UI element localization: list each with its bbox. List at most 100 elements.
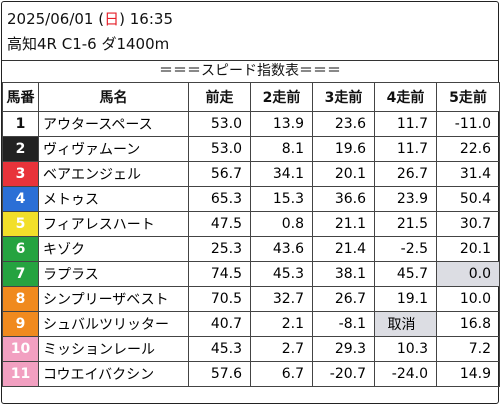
horse-number: 1 bbox=[2, 111, 39, 137]
horse-name: ヴィヴァムーン bbox=[38, 136, 189, 162]
speed-3back: 23.6 bbox=[312, 111, 375, 137]
horse-number: 10 bbox=[2, 336, 39, 362]
speed-3back: -20.7 bbox=[312, 361, 375, 387]
col-header-3back: 3走前 bbox=[312, 82, 375, 112]
horse-name: シンプリーザベスト bbox=[38, 286, 189, 312]
speed-2back: 2.7 bbox=[250, 336, 313, 362]
speed-index-table: 馬番 馬名 前走 2走前 3走前 4走前 5走前 1 アウタースペース 53.0… bbox=[2, 82, 500, 387]
speed-2back: 13.9 bbox=[250, 111, 313, 137]
table-row: 9 シュバルツリッター 40.7 2.1 -8.1 取消 16.8 bbox=[2, 311, 500, 337]
speed-last: 47.5 bbox=[188, 211, 251, 237]
horse-name: メトゥス bbox=[38, 186, 189, 212]
speed-last: 53.0 bbox=[188, 136, 251, 162]
speed-4back: -24.0 bbox=[374, 361, 437, 387]
horse-name: フィアレスハート bbox=[38, 211, 189, 237]
table-header-row: 馬番 馬名 前走 2走前 3走前 4走前 5走前 bbox=[2, 82, 500, 112]
speed-last: 25.3 bbox=[188, 236, 251, 262]
horse-number: 7 bbox=[2, 261, 39, 287]
speed-2back: 2.1 bbox=[250, 311, 313, 337]
horse-number: 9 bbox=[2, 311, 39, 337]
speed-last: 74.5 bbox=[188, 261, 251, 287]
speed-3back: 29.3 bbox=[312, 336, 375, 362]
speed-5back: -11.0 bbox=[436, 111, 500, 137]
speed-5back: 14.9 bbox=[436, 361, 500, 387]
speed-4back: 45.7 bbox=[374, 261, 437, 287]
table-title: ＝＝＝スピード指数表＝＝＝ bbox=[2, 60, 498, 82]
horse-name: キゾク bbox=[38, 236, 189, 262]
horse-name: アウタースペース bbox=[38, 111, 189, 137]
horse-number: 2 bbox=[2, 136, 39, 162]
race-datetime: 2025/06/01 (日) 16:35 bbox=[7, 10, 173, 28]
horse-number: 3 bbox=[2, 161, 39, 187]
speed-5back: 30.7 bbox=[436, 211, 500, 237]
race-info: 高知4R C1-6 ダ1400m bbox=[7, 35, 170, 53]
speed-4back: 11.7 bbox=[374, 111, 437, 137]
speed-2back: 32.7 bbox=[250, 286, 313, 312]
speed-4back: -2.5 bbox=[374, 236, 437, 262]
speed-2back: 45.3 bbox=[250, 261, 313, 287]
speed-last: 56.7 bbox=[188, 161, 251, 187]
speed-last: 45.3 bbox=[188, 336, 251, 362]
speed-2back: 0.8 bbox=[250, 211, 313, 237]
speed-4back-scratched: 取消 bbox=[374, 311, 437, 337]
speed-2back: 34.1 bbox=[250, 161, 313, 187]
speed-5back: 10.0 bbox=[436, 286, 500, 312]
speed-4back: 19.1 bbox=[374, 286, 437, 312]
speed-2back: 8.1 bbox=[250, 136, 313, 162]
speed-4back: 21.5 bbox=[374, 211, 437, 237]
speed-3back: 26.7 bbox=[312, 286, 375, 312]
horse-number: 4 bbox=[2, 186, 39, 212]
table-row: 8 シンプリーザベスト 70.5 32.7 26.7 19.1 10.0 bbox=[2, 286, 500, 312]
speed-5back: 22.6 bbox=[436, 136, 500, 162]
speed-5back: 7.2 bbox=[436, 336, 500, 362]
speed-5back-highlight: 0.0 bbox=[436, 261, 500, 287]
table-row: 3 ベアエンジェル 56.7 34.1 20.1 26.7 31.4 bbox=[2, 161, 500, 187]
col-header-5back: 5走前 bbox=[436, 82, 500, 112]
speed-3back: 19.6 bbox=[312, 136, 375, 162]
speed-last: 40.7 bbox=[188, 311, 251, 337]
speed-2back: 43.6 bbox=[250, 236, 313, 262]
speed-3back: 21.1 bbox=[312, 211, 375, 237]
horse-number: 8 bbox=[2, 286, 39, 312]
horse-number: 6 bbox=[2, 236, 39, 262]
table-row: 2 ヴィヴァムーン 53.0 8.1 19.6 11.7 22.6 bbox=[2, 136, 500, 162]
table-row: 6 キゾク 25.3 43.6 21.4 -2.5 20.1 bbox=[2, 236, 500, 262]
horse-name: ベアエンジェル bbox=[38, 161, 189, 187]
speed-3back: -8.1 bbox=[312, 311, 375, 337]
speed-3back: 21.4 bbox=[312, 236, 375, 262]
speed-2back: 15.3 bbox=[250, 186, 313, 212]
col-header-2back: 2走前 bbox=[250, 82, 313, 112]
speed-5back: 31.4 bbox=[436, 161, 500, 187]
speed-4back: 10.3 bbox=[374, 336, 437, 362]
race-time: 16:35 bbox=[129, 10, 173, 28]
speed-4back: 26.7 bbox=[374, 161, 437, 187]
table-row: 4 メトゥス 65.3 15.3 36.6 23.9 50.4 bbox=[2, 186, 500, 212]
speed-2back: 6.7 bbox=[250, 361, 313, 387]
horse-number: 5 bbox=[2, 211, 39, 237]
col-header-name: 馬名 bbox=[38, 82, 189, 112]
speed-5back: 50.4 bbox=[436, 186, 500, 212]
horse-number: 11 bbox=[2, 361, 39, 387]
speed-3back: 20.1 bbox=[312, 161, 375, 187]
horse-name: コウエイバクシン bbox=[38, 361, 189, 387]
horse-name: ラプラス bbox=[38, 261, 189, 287]
horse-name: シュバルツリッター bbox=[38, 311, 189, 337]
table-row: 7 ラプラス 74.5 45.3 38.1 45.7 0.0 bbox=[2, 261, 500, 287]
race-date: 2025/06/01 bbox=[7, 10, 94, 28]
speed-last: 65.3 bbox=[188, 186, 251, 212]
table-row: 1 アウタースペース 53.0 13.9 23.6 11.7 -11.0 bbox=[2, 111, 500, 137]
speed-5back: 20.1 bbox=[436, 236, 500, 262]
race-day: 日 bbox=[104, 10, 120, 28]
speed-4back: 23.9 bbox=[374, 186, 437, 212]
table-row: 5 フィアレスハート 47.5 0.8 21.1 21.5 30.7 bbox=[2, 211, 500, 237]
speed-3back: 38.1 bbox=[312, 261, 375, 287]
table-row: 10 ミッションレール 45.3 2.7 29.3 10.3 7.2 bbox=[2, 336, 500, 362]
speed-last: 53.0 bbox=[188, 111, 251, 137]
col-header-4back: 4走前 bbox=[374, 82, 437, 112]
speed-5back: 16.8 bbox=[436, 311, 500, 337]
horse-name: ミッションレール bbox=[38, 336, 189, 362]
col-header-last: 前走 bbox=[188, 82, 251, 112]
speed-3back: 36.6 bbox=[312, 186, 375, 212]
speed-last: 70.5 bbox=[188, 286, 251, 312]
